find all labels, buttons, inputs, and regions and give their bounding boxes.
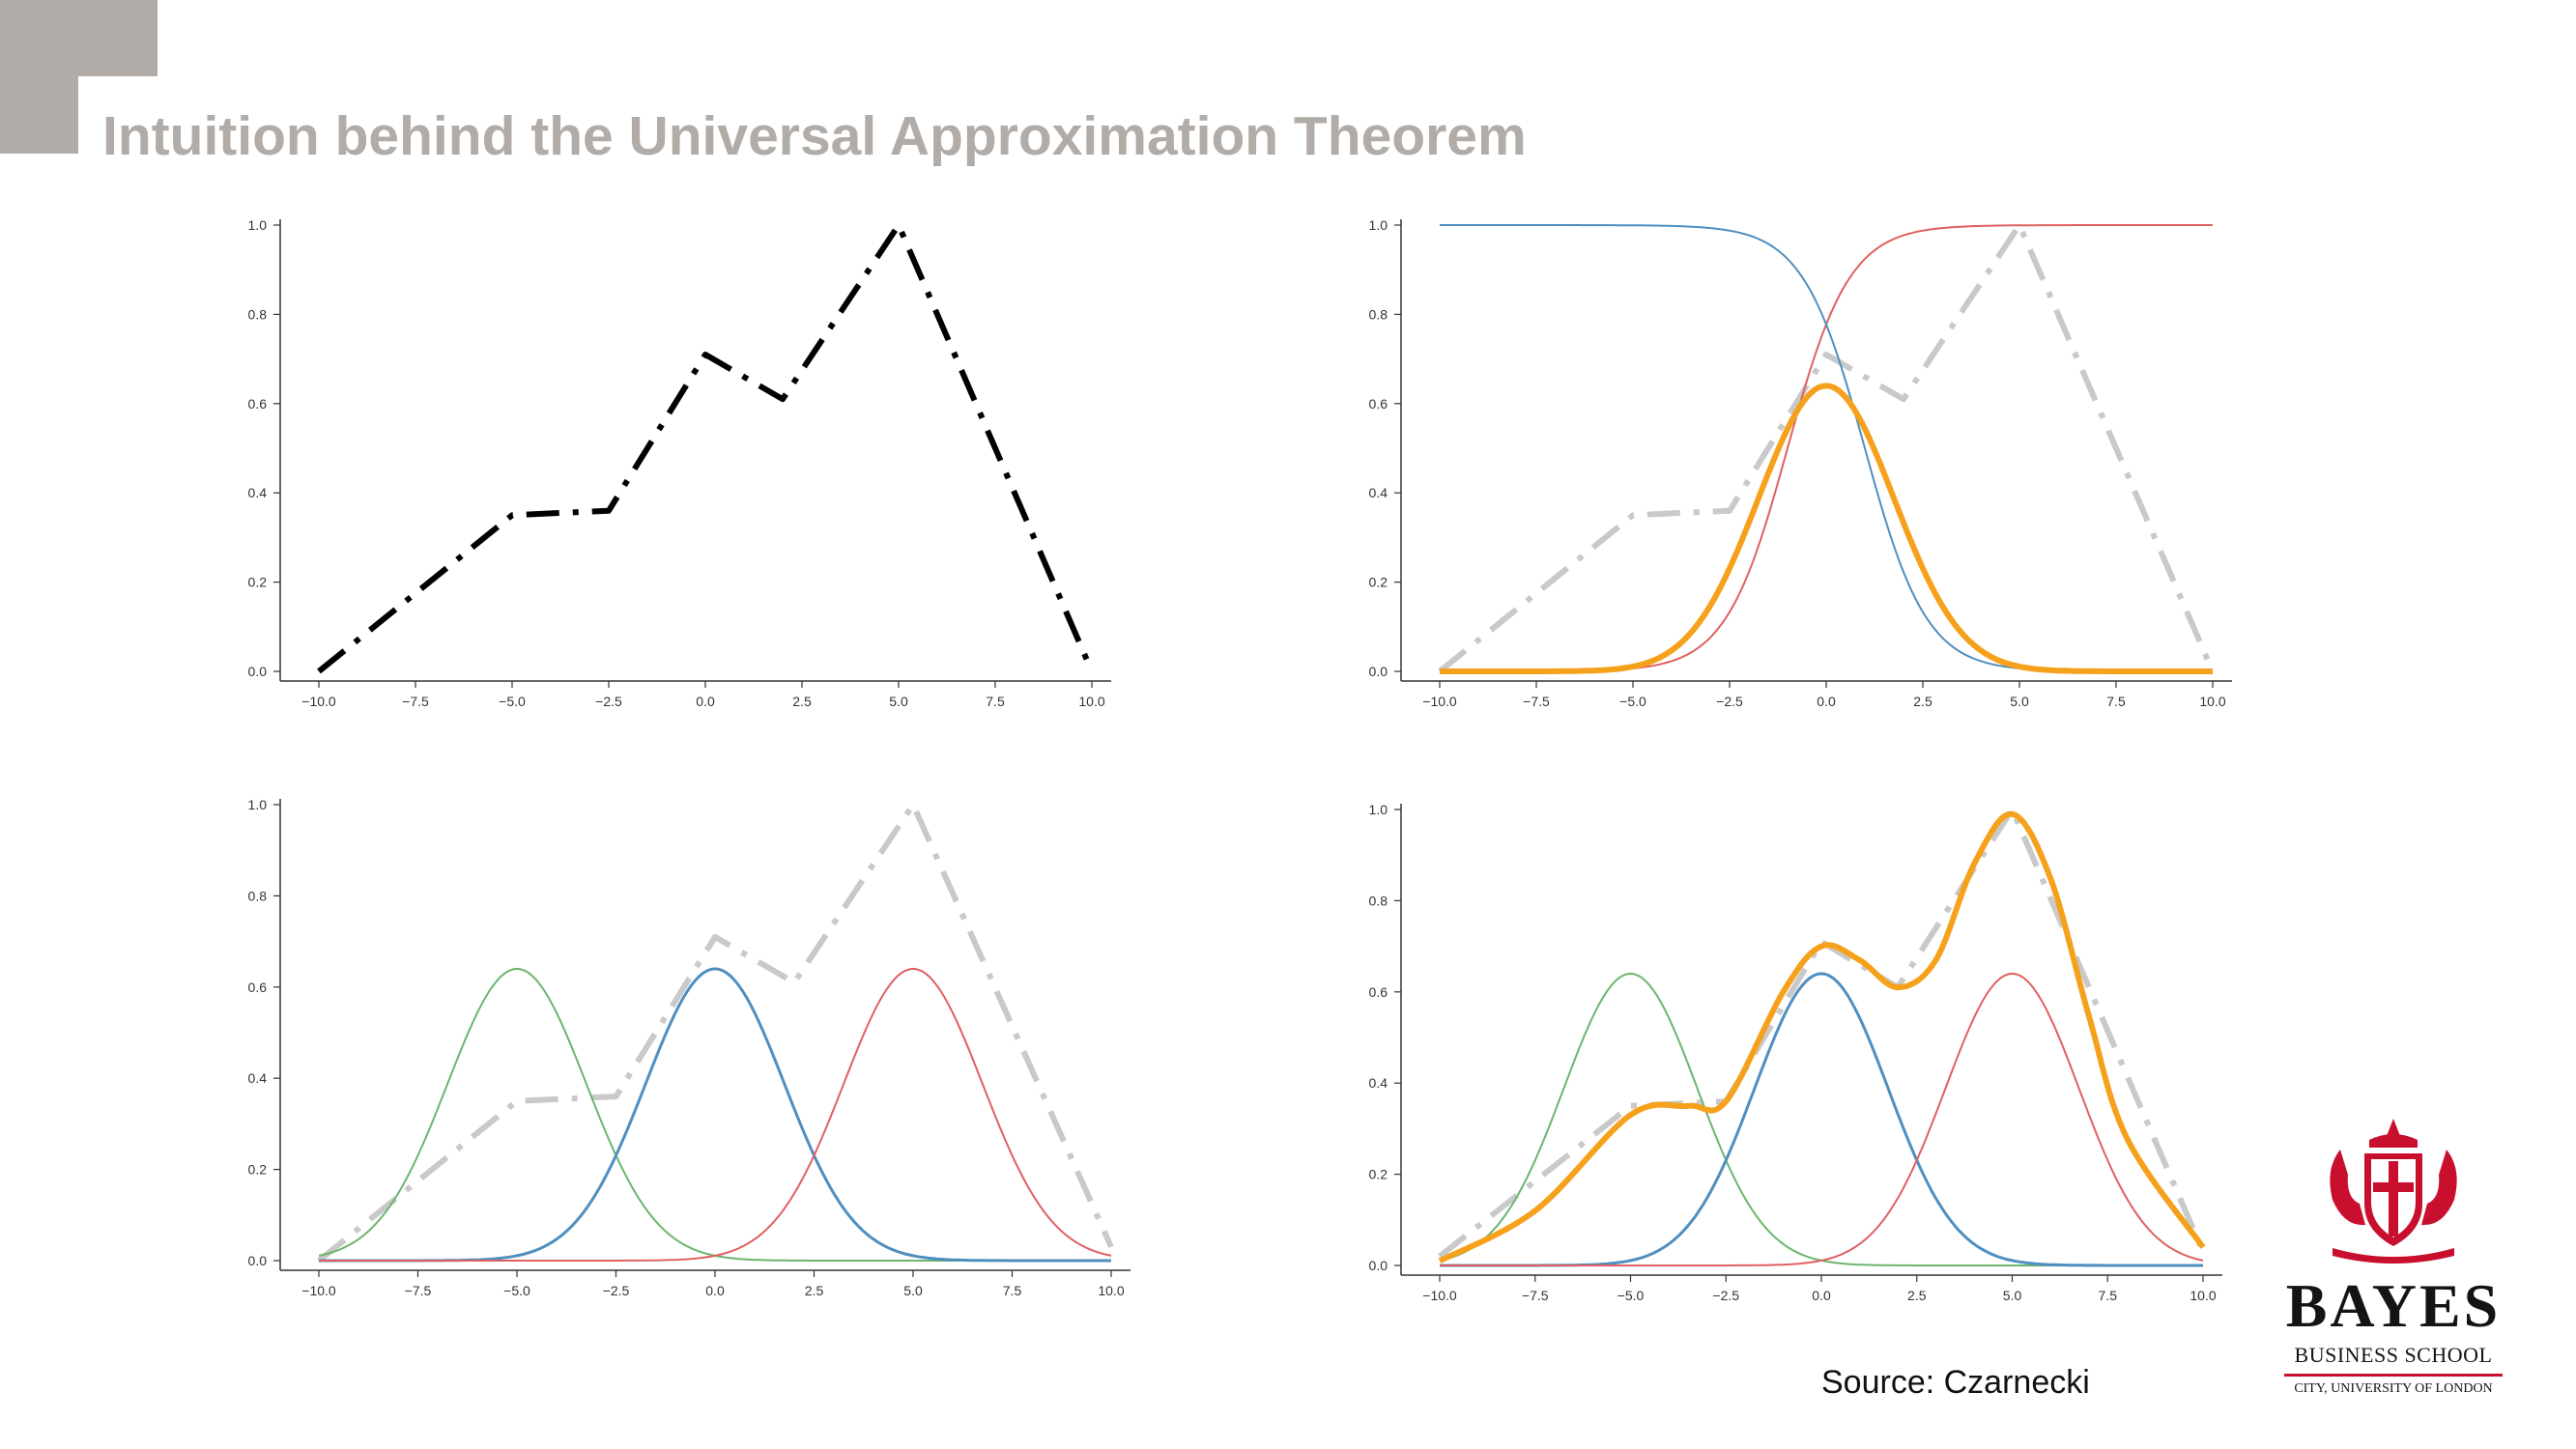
x-tick-label: 7.5 [1003,1283,1022,1298]
y-tick-label: 0.4 [1369,485,1388,500]
series-bump-3 [1440,383,2213,674]
logo-affiliation: CITY, UNIVERSITY OF LONDON [2294,1381,2493,1396]
y-tick-label: 0.0 [248,1253,268,1268]
x-tick-label: 2.5 [792,694,812,709]
series-sigmoid-falling-2 [1440,224,2213,672]
x-tick-label: 2.5 [1913,694,1932,709]
corner-accent-left [0,76,78,154]
logo-subtitle: BUSINESS SCHOOL [2294,1343,2493,1367]
x-tick-label: −5.0 [499,694,526,709]
x-tick-label: 0.0 [1817,694,1836,709]
y-tick-label: 0.8 [248,888,268,903]
y-tick-label: 0.8 [248,306,268,322]
x-tick-label: −10.0 [1422,694,1457,709]
series-target-0 [317,222,1095,674]
corner-accent-top [0,0,157,76]
y-tick-label: 0.2 [1369,575,1388,590]
x-tick-label: 0.0 [705,1283,725,1298]
x-tick-label: 5.0 [889,694,908,709]
x-tick-label: −5.0 [1617,1288,1645,1303]
y-tick-label: 0.4 [248,1070,268,1086]
x-tick-label: 10.0 [2199,694,2225,709]
y-tick-label: 0.2 [1369,1167,1388,1182]
x-tick-label: −10.0 [1422,1288,1457,1303]
y-tick-label: 0.8 [1369,306,1388,322]
x-tick-label: −7.5 [405,1283,432,1298]
y-tick-label: 0.0 [248,664,268,679]
series-weighted-sum-4 [1438,810,2206,1264]
y-tick-label: 0.2 [248,1162,268,1178]
x-tick-label: 7.5 [2099,1288,2118,1303]
slide-title: Intuition behind the Universal Approxima… [102,105,1527,167]
y-tick-label: 0.4 [248,485,268,500]
source-caption: Source: Czarnecki [1821,1364,2090,1401]
x-tick-label: 2.5 [805,1283,824,1298]
series-sigmoid-rising-1 [1440,224,2213,672]
crest-icon [2330,1119,2457,1264]
x-tick-label: −2.5 [595,694,622,709]
series-bump-1 [318,967,1111,1262]
y-tick-label: 1.0 [1369,802,1388,817]
x-tick-label: 7.5 [986,694,1005,709]
series-target-0 [317,802,1114,1264]
y-tick-label: 1.0 [1369,217,1388,233]
y-tick-label: 0.0 [1369,1258,1388,1273]
y-tick-label: 0.6 [1369,396,1388,412]
chart-top-left: −10.0 −7.5 −5.0 −2.5 0.0 2.5 5.0 7.5 10.0 0.0 0.2 0… [248,217,1111,709]
chart-top-right: −10.0 −7.5 −5.0 −2.5 0.0 2.5 5.0 7.5 10.0 0.0 0.2 0… [1369,217,2232,709]
series-bump-2 [319,967,1111,1263]
bayes-logo: BAYES BUSINESS SCHOOL CITY, UNIVERSITY O… [2282,1111,2504,1401]
x-tick-label: 2.5 [1907,1288,1927,1303]
y-tick-label: 0.8 [1369,893,1388,908]
logo-wordmark: BAYES [2285,1271,2502,1340]
x-tick-label: −5.0 [503,1283,530,1298]
chart-bottom-left: −10.0 −7.5 −5.0 −2.5 0.0 2.5 5.0 7.5 10.0 0.0 0.2 0… [248,797,1131,1298]
logo-divider [2284,1374,2503,1377]
y-tick-label: 0.6 [1369,984,1388,1000]
x-tick-label: −7.5 [1522,1288,1549,1303]
y-tick-label: 0.4 [1369,1075,1388,1091]
x-tick-label: −2.5 [1712,1288,1739,1303]
y-tick-label: 1.0 [248,217,268,233]
x-tick-label: −5.0 [1619,694,1646,709]
x-tick-label: 0.0 [1812,1288,1831,1303]
y-tick-label: 1.0 [248,797,268,812]
x-tick-label: −10.0 [301,1283,336,1298]
x-tick-label: 5.0 [2010,694,2029,709]
x-tick-label: −7.5 [1523,694,1550,709]
chart-bottom-right: −10.0 −7.5 −5.0 −2.5 0.0 2.5 5.0 7.5 10.0 0.0 0.2 0… [1369,802,2222,1303]
series-target-0 [1438,222,2216,674]
x-tick-label: 10.0 [1078,694,1104,709]
x-tick-label: 5.0 [2003,1288,2022,1303]
y-tick-label: 0.6 [248,980,268,995]
x-tick-label: 10.0 [2190,1288,2216,1303]
series-bump-3 [1440,972,2204,1266]
y-tick-label: 0.6 [248,396,268,412]
x-tick-label: −10.0 [301,694,336,709]
y-tick-label: 0.2 [248,575,268,590]
x-tick-label: −2.5 [603,1283,630,1298]
series-bump-3 [319,967,1112,1262]
x-tick-label: −7.5 [402,694,429,709]
x-tick-label: 5.0 [903,1283,923,1298]
y-tick-label: 0.0 [1369,664,1388,679]
x-tick-label: −2.5 [1716,694,1743,709]
x-tick-label: 7.5 [2106,694,2126,709]
x-tick-label: 0.0 [696,694,715,709]
x-tick-label: 10.0 [1098,1283,1124,1298]
series-target-0 [1438,807,2206,1259]
